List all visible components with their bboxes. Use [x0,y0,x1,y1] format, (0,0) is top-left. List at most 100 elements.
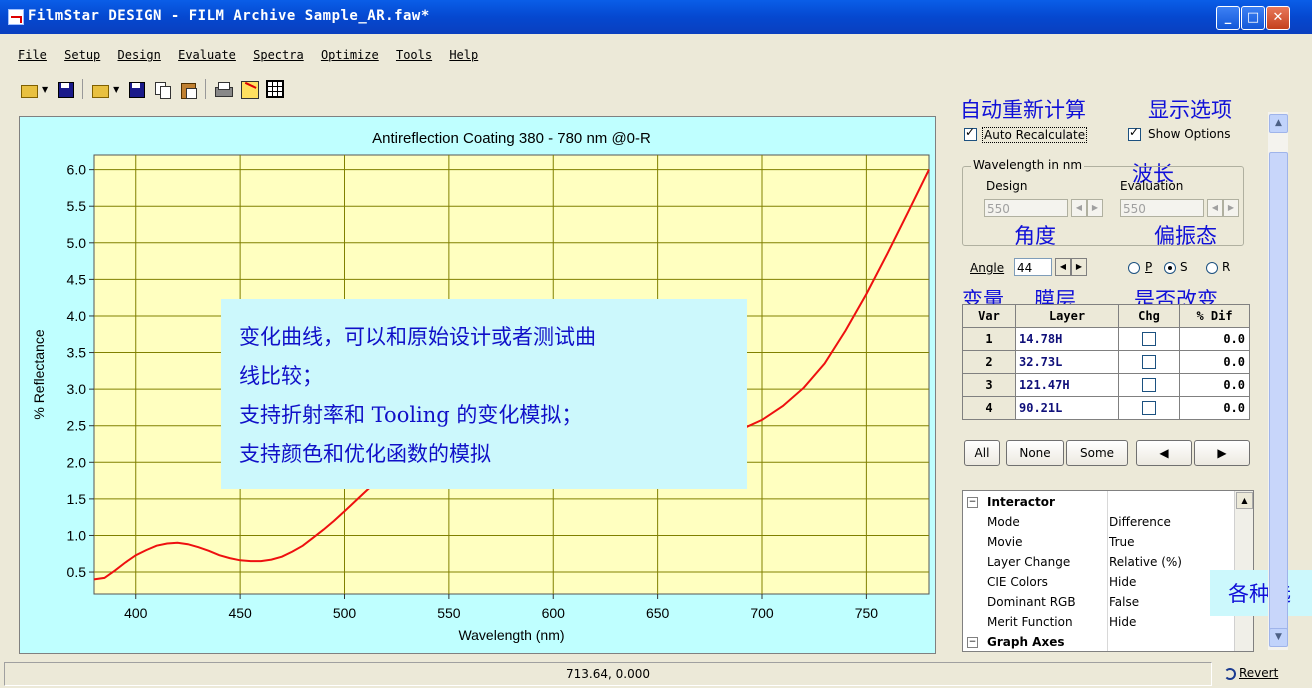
open-icon[interactable] [91,80,110,98]
table-icon[interactable] [266,80,285,98]
property-value[interactable]: Hide [1109,575,1137,589]
show-options-checkbox[interactable] [1128,125,1141,141]
chg-cell[interactable] [1118,327,1180,351]
y-tick-label: 5.5 [67,198,87,214]
x-tick-label: 550 [437,605,461,621]
property-row[interactable]: Merit Function Hide [963,612,1233,632]
menu-spectra[interactable]: Spectra [253,48,304,62]
scroll-thumb[interactable] [1269,152,1288,642]
save-icon[interactable] [127,80,146,98]
chg-checkbox[interactable] [1142,332,1156,347]
panel-scrollbar[interactable]: ▲ ▼ [1268,112,1288,650]
dif-cell[interactable]: 0.0 [1179,327,1250,351]
evaluation-wavelength-input[interactable]: 550 [1120,199,1204,217]
x-tick-label: 450 [228,605,252,621]
prev-button[interactable]: ◀ [1136,440,1192,466]
pol-r-radio[interactable] [1206,262,1218,274]
menu-help[interactable]: Help [449,48,479,62]
spin-left-icon[interactable]: ◀ [1207,199,1223,217]
property-group[interactable]: − Interactor [963,492,1233,512]
menu-tools[interactable]: Tools [395,48,433,62]
spin-right-icon[interactable]: ▶ [1087,199,1103,217]
dif-cell[interactable]: 0.0 [1179,373,1250,397]
spin-left-icon[interactable]: ◀ [1071,199,1087,217]
dif-cell[interactable]: 0.0 [1179,350,1250,374]
chg-checkbox[interactable] [1142,401,1156,416]
y-tick-label: 2.0 [67,454,87,470]
property-key: Mode [987,515,1020,529]
property-value[interactable]: False [1109,595,1140,609]
property-value[interactable]: Hide [1109,615,1137,629]
table-row[interactable]: 1 14.78H 0.0 [962,327,1250,351]
pol-s-radio[interactable] [1164,262,1176,274]
table-row[interactable]: 3 121.47H 0.0 [962,373,1250,397]
spin-right-icon[interactable]: ▶ [1071,258,1087,276]
y-tick-label: 2.5 [67,418,87,434]
auto-recalculate-label[interactable]: Auto Recalculate [982,127,1088,143]
revert-button[interactable]: Revert [1224,666,1278,680]
auto-recalculate-checkbox[interactable] [964,125,977,141]
chg-checkbox[interactable] [1142,378,1156,393]
minimize-button[interactable]: _ [1216,6,1240,30]
print-icon[interactable] [214,80,234,98]
show-options-label[interactable]: Show Options [1148,127,1231,141]
open-icon[interactable] [20,80,38,98]
dif-cell[interactable]: 0.0 [1179,396,1250,420]
table-row[interactable]: 4 90.21L 0.0 [962,396,1250,420]
design-wavelength-input[interactable]: 550 [984,199,1068,217]
collapse-icon[interactable]: − [967,637,978,648]
close-button[interactable]: ✕ [1266,6,1290,30]
pol-s-label[interactable]: S [1180,260,1188,274]
property-row[interactable]: Dominant RGB False [963,592,1233,612]
scroll-down-icon[interactable]: ▼ [1269,628,1288,647]
property-row[interactable]: CIE Colors Hide [963,572,1233,592]
scroll-up-icon[interactable]: ▲ [1269,114,1288,133]
property-group[interactable]: − Graph Axes [963,632,1233,651]
pol-p-label[interactable]: P [1145,260,1153,274]
reflectance-graph[interactable]: 0.5 1.0 1.5 2.0 2.5 3.0 3.5 4.0 4.5 5.0 5.5 6.0 400 4… [19,116,936,654]
design-wavelength-spinner[interactable]: ◀ ▶ [1071,199,1103,217]
property-value[interactable]: Relative (%) [1109,555,1182,569]
copy-icon[interactable] [153,80,172,99]
menu-optimize[interactable]: Optimize [320,48,379,62]
scroll-up-icon[interactable]: ▲ [1236,492,1253,509]
property-value[interactable]: Difference [1109,515,1171,529]
all-button[interactable]: All [964,440,1000,466]
collapse-icon[interactable]: − [967,497,978,508]
spin-left-icon[interactable]: ◀ [1055,258,1071,276]
pol-p-radio[interactable] [1128,262,1140,274]
evaluation-wavelength-spinner[interactable]: ◀ ▶ [1207,199,1239,217]
property-row[interactable]: Mode Difference [963,512,1233,532]
chg-cell[interactable] [1118,350,1180,374]
maximize-button[interactable]: □ [1241,6,1265,30]
property-row[interactable]: Layer Change Relative (%) [963,552,1233,572]
spin-right-icon[interactable]: ▶ [1223,199,1239,217]
none-button[interactable]: None [1006,440,1064,466]
col-layer: Layer [1015,304,1119,328]
pol-r-label[interactable]: R [1222,260,1231,274]
table-row[interactable]: 2 32.73L 0.0 [962,350,1250,374]
paste-icon[interactable] [179,80,198,99]
save-icon[interactable] [56,80,75,98]
next-button[interactable]: ▶ [1194,440,1250,466]
layer-cell[interactable]: 90.21L [1015,396,1119,420]
layer-cell[interactable]: 32.73L [1015,350,1119,374]
property-value[interactable]: True [1109,535,1135,549]
layer-cell[interactable]: 121.47H [1015,373,1119,397]
chg-checkbox[interactable] [1142,355,1156,370]
chg-cell[interactable] [1118,396,1180,420]
open-dropdown-icon[interactable]: ▼ [42,84,49,94]
menu-setup[interactable]: Setup [64,48,101,62]
menu-file[interactable]: File [18,48,47,62]
layer-cell[interactable]: 14.78H [1015,327,1119,351]
angle-input[interactable]: 44 [1014,258,1052,276]
some-button[interactable]: Some [1066,440,1128,466]
menu-evaluate[interactable]: Evaluate [178,48,236,62]
menu-design[interactable]: Design [117,48,161,62]
chart-icon[interactable] [240,80,260,99]
property-row[interactable]: Movie True [963,532,1233,552]
open-dropdown-icon[interactable]: ▼ [113,84,120,94]
angle-spinner[interactable]: ◀ ▶ [1055,258,1087,276]
chg-cell[interactable] [1118,373,1180,397]
toolbar-separator [205,79,207,99]
